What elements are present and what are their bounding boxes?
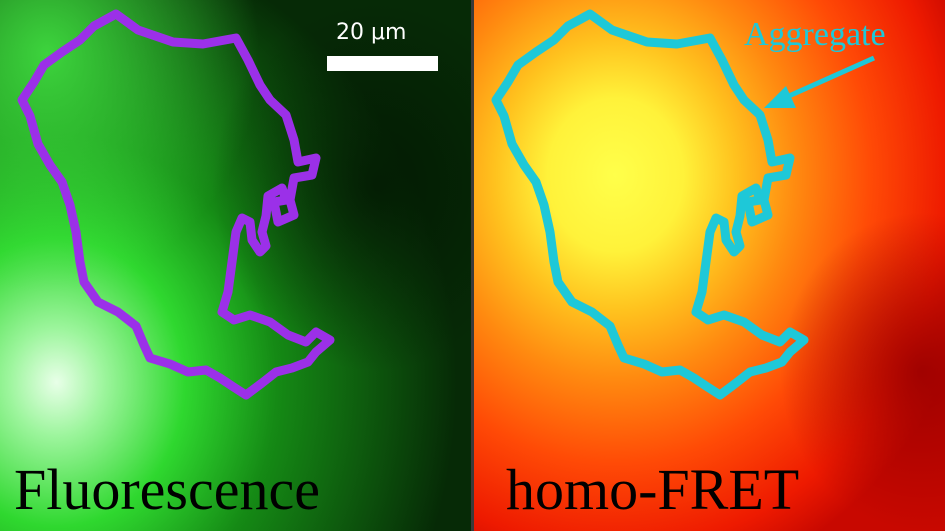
annotation-arrow [764, 55, 876, 108]
scalebar [327, 56, 438, 71]
aggregate-outline [491, 9, 809, 400]
fluorescence-panel: 20 μm Fluorescence [0, 0, 471, 531]
aggregate-outline [17, 9, 335, 400]
aggregate-annotation-label: Aggregate [744, 16, 886, 53]
scalebar-label: 20 μm [336, 20, 407, 45]
panel-divider [471, 0, 474, 531]
homo-fret-caption: homo-FRET [506, 457, 800, 522]
homo-fret-image [474, 0, 945, 531]
fluorescence-image [0, 0, 471, 531]
fluorescence-caption: Fluorescence [14, 457, 320, 522]
homo-fret-panel: Aggregate homo-FRET [474, 0, 945, 531]
